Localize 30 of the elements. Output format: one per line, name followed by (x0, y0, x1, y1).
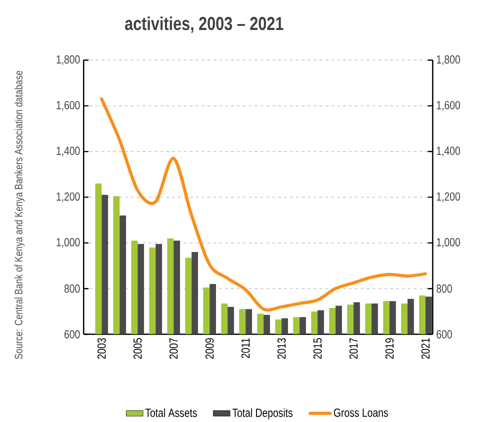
legend-label: Total Deposits (232, 408, 293, 420)
x-tick-label: 2007 (169, 338, 178, 359)
y-tick-label: 1,600 (56, 100, 80, 111)
y2-tick-label: 1,000 (436, 238, 460, 248)
x-tick-label: 2003 (97, 338, 106, 359)
y2-tick-label: 1,800 (436, 55, 460, 65)
y2-tick-label: 1,200 (436, 192, 460, 202)
line-series (100, 97, 428, 312)
y2-tick-label: 1,600 (436, 100, 460, 111)
y-tick-label: 800 (64, 284, 80, 293)
y-tick-label: 1,200 (56, 192, 80, 202)
legend-label: Gross Loans (334, 408, 388, 417)
x-tick-label: 2017 (349, 338, 358, 359)
x-tick-label: 2021 (421, 338, 430, 359)
chart-title: activities, 2003 – 2021 (125, 16, 284, 33)
y-tick-label: 600 (64, 330, 80, 338)
x-tick-label: 2009 (205, 338, 214, 359)
y2-tick-label: 1,400 (436, 146, 460, 156)
y2-tick-label: 600 (436, 330, 452, 338)
x-tick-label: 2019 (385, 338, 394, 359)
x-tick-label: 2015 (313, 338, 322, 359)
x-tick-label: 2011 (241, 338, 250, 358)
legend-label: Total Assets (145, 408, 197, 417)
y-tick-label: 1,000 (56, 238, 80, 248)
source-note: Source: Central Bank of Kenya and Kenya Bankers Association database (14, 70, 25, 359)
y2-tick-label: 800 (436, 284, 452, 293)
x-tick-label: 2005 (133, 338, 142, 359)
y-tick-label: 1,800 (56, 55, 80, 65)
y-tick-label: 1,400 (56, 146, 80, 156)
x-tick-label: 2013 (277, 338, 286, 359)
